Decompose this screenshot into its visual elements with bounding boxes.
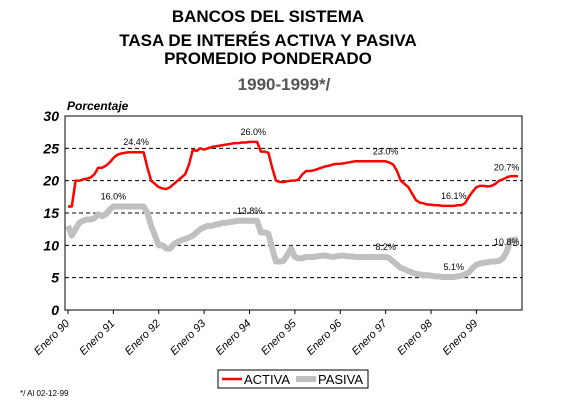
y-tick-label: 0 (51, 302, 59, 318)
plot-border (64, 115, 523, 311)
legend-box (217, 369, 369, 389)
data-label: 5.1% (443, 262, 464, 272)
y-tick-label: 5 (51, 270, 59, 286)
legend: ACTIVA PASIVA (217, 369, 369, 389)
chart-title: PROMEDIO PONDERADO (164, 49, 372, 68)
y-tick-label: 25 (42, 140, 59, 156)
chart-title: TASA DE INTERÉS ACTIVA Y PASIVA (119, 31, 417, 50)
legend-label: PASIVA (318, 372, 363, 387)
series-line (68, 140, 518, 208)
data-label: 24.4% (123, 137, 149, 147)
data-label: 10.8% (494, 237, 520, 247)
y-tick-label: 10 (43, 237, 59, 253)
footnote: */ Al 02-12-99 (20, 389, 69, 398)
data-label: 26.0% (241, 127, 267, 137)
data-label: 16.0% (101, 192, 127, 202)
data-label: 13.8% (237, 206, 263, 216)
y-tick-label: 15 (43, 205, 59, 221)
y-axis-label: Porcentaje (67, 99, 129, 113)
y-tick-label: 30 (43, 108, 59, 124)
series-line (65, 203, 519, 281)
chart-title: BANCOS DEL SISTEMA (172, 7, 364, 26)
data-label: 8.2% (375, 242, 396, 252)
data-label: 20.7% (494, 162, 520, 172)
legend-label: ACTIVA (244, 372, 290, 387)
data-label: 16.1% (441, 191, 467, 201)
data-label: 23.0% (373, 146, 399, 156)
y-tick-label: 20 (42, 173, 59, 189)
chart-subtitle: 1990-1999*/ (238, 75, 331, 94)
